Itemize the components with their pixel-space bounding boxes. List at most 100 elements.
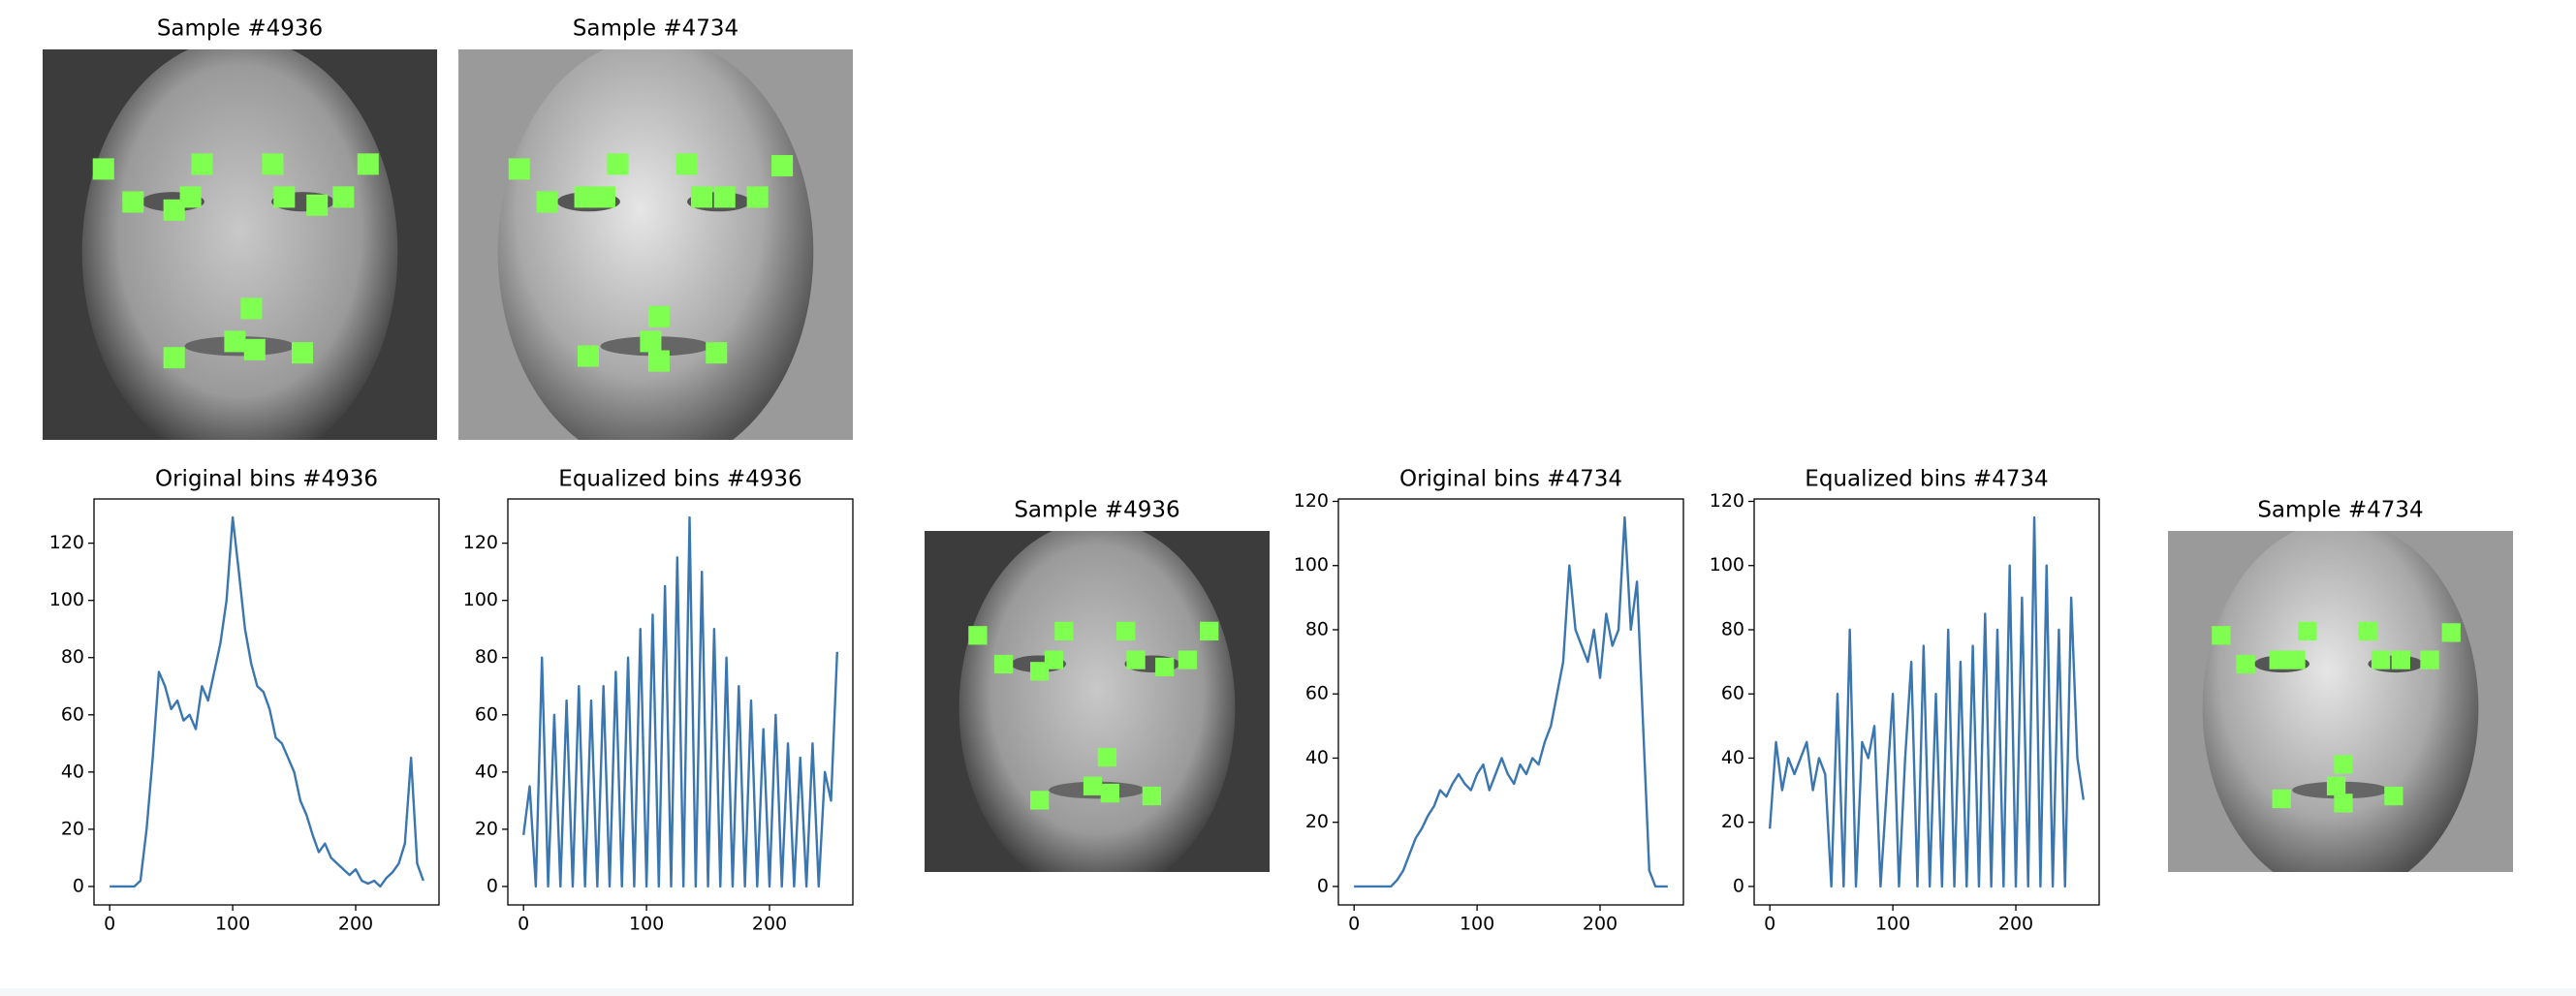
keypoint	[577, 345, 599, 367]
face-shape	[958, 531, 1236, 872]
keypoint	[2236, 654, 2255, 674]
keypoint	[291, 342, 313, 364]
face-shape	[497, 49, 814, 440]
y-tick-label: 40	[1721, 747, 1744, 768]
keypoint	[647, 305, 670, 327]
x-tick-label: 200	[752, 914, 787, 935]
keypoint	[640, 330, 662, 353]
x-tick-label: 0	[518, 914, 529, 935]
y-tick-label: 120	[1294, 490, 1329, 512]
keypoint	[273, 186, 296, 208]
histogram-line	[1354, 515, 1668, 888]
x-tick-label: 0	[1764, 914, 1775, 935]
keypoint	[243, 338, 266, 360]
keypoint	[713, 186, 736, 208]
keypoint	[240, 297, 263, 320]
y-tick-label: 60	[1721, 683, 1744, 704]
y-tick-label: 20	[61, 818, 84, 839]
keypoint	[1178, 650, 1198, 669]
keypoint	[574, 186, 596, 208]
y-tick-label: 40	[475, 761, 498, 782]
keypoint	[1054, 621, 1074, 641]
keypoint	[2334, 794, 2353, 813]
x-tick-label: 100	[1460, 914, 1494, 935]
y-tick-label: 100	[1294, 554, 1329, 576]
face-shape	[2202, 531, 2479, 872]
x-tick-label: 0	[1348, 914, 1360, 935]
y-tick-label: 0	[1733, 875, 1744, 896]
axes-background	[1754, 499, 2099, 905]
face-content	[925, 531, 1270, 872]
keypoint	[1044, 650, 1064, 669]
keypoint	[1083, 776, 1103, 795]
y-tick-label: 60	[1305, 683, 1329, 704]
keypoint	[593, 186, 615, 208]
keypoint	[1116, 621, 1136, 641]
keypoint	[1126, 650, 1146, 669]
keypoint	[536, 191, 558, 213]
keypoint	[2272, 789, 2291, 809]
y-tick-label: 20	[475, 818, 498, 839]
face-image	[925, 531, 1270, 872]
axes-background	[1338, 499, 1683, 905]
keypoint	[968, 626, 988, 645]
keypoint	[1097, 747, 1117, 767]
keypoint	[191, 153, 213, 175]
keypoint	[1100, 783, 1119, 803]
y-tick-label: 80	[61, 646, 84, 668]
chart-title: Sample #4936	[157, 16, 323, 42]
face-image	[43, 49, 437, 440]
y-tick-label: 0	[1317, 875, 1329, 896]
x-tick-label: 200	[338, 914, 373, 935]
keypoint	[771, 155, 794, 177]
chart-title: Equalized bins #4936	[558, 467, 801, 492]
face-image	[2168, 531, 2513, 872]
keypoint	[357, 153, 379, 175]
face-content	[2168, 531, 2513, 872]
keypoint	[2298, 621, 2317, 641]
cell-border	[0, 988, 2576, 996]
keypoint	[122, 191, 144, 213]
keypoint	[647, 350, 670, 372]
keypoint	[306, 194, 329, 216]
y-tick-label: 0	[73, 875, 84, 896]
histogram-line	[1768, 515, 2086, 888]
keypoint	[2212, 626, 2231, 645]
chart-title: Sample #4734	[2257, 498, 2423, 523]
y-tick-label: 80	[475, 646, 498, 668]
keypoint	[1142, 786, 1162, 806]
keypoint	[163, 347, 185, 369]
histogram-line	[110, 515, 424, 888]
face-shape	[81, 49, 398, 440]
keypoint	[2441, 623, 2461, 642]
keypoint	[2269, 650, 2288, 669]
keypoint	[224, 330, 246, 353]
y-tick-label: 100	[49, 589, 84, 610]
x-tick-label: 200	[1998, 914, 2033, 935]
keypoint	[746, 186, 769, 208]
chart-title: Equalized bins #4734	[1805, 467, 2048, 492]
keypoint	[332, 186, 355, 208]
y-tick-label: 80	[1305, 618, 1329, 639]
chart-title: Original bins #4734	[1399, 467, 1622, 492]
axes-frame	[1753, 498, 2100, 906]
keypoint	[2384, 786, 2403, 806]
y-tick-label: 120	[1710, 490, 1744, 512]
keypoint	[993, 654, 1014, 674]
keypoint	[2420, 650, 2439, 669]
keypoint	[179, 186, 202, 208]
y-tick-label: 60	[475, 703, 498, 725]
chart-title: Sample #4936	[1014, 498, 1179, 523]
face-image	[458, 49, 853, 440]
y-tick-label: 20	[1721, 811, 1744, 832]
keypoint	[690, 186, 713, 208]
chart-title: Original bins #4936	[155, 467, 378, 492]
x-tick-label: 200	[1583, 914, 1618, 935]
keypoint	[2334, 755, 2353, 774]
y-tick-label: 100	[1710, 554, 1744, 576]
axes-frame	[507, 498, 854, 906]
y-tick-label: 80	[1721, 618, 1744, 639]
keypoint	[2286, 650, 2306, 669]
keypoint	[706, 342, 728, 364]
keypoint	[508, 158, 530, 180]
